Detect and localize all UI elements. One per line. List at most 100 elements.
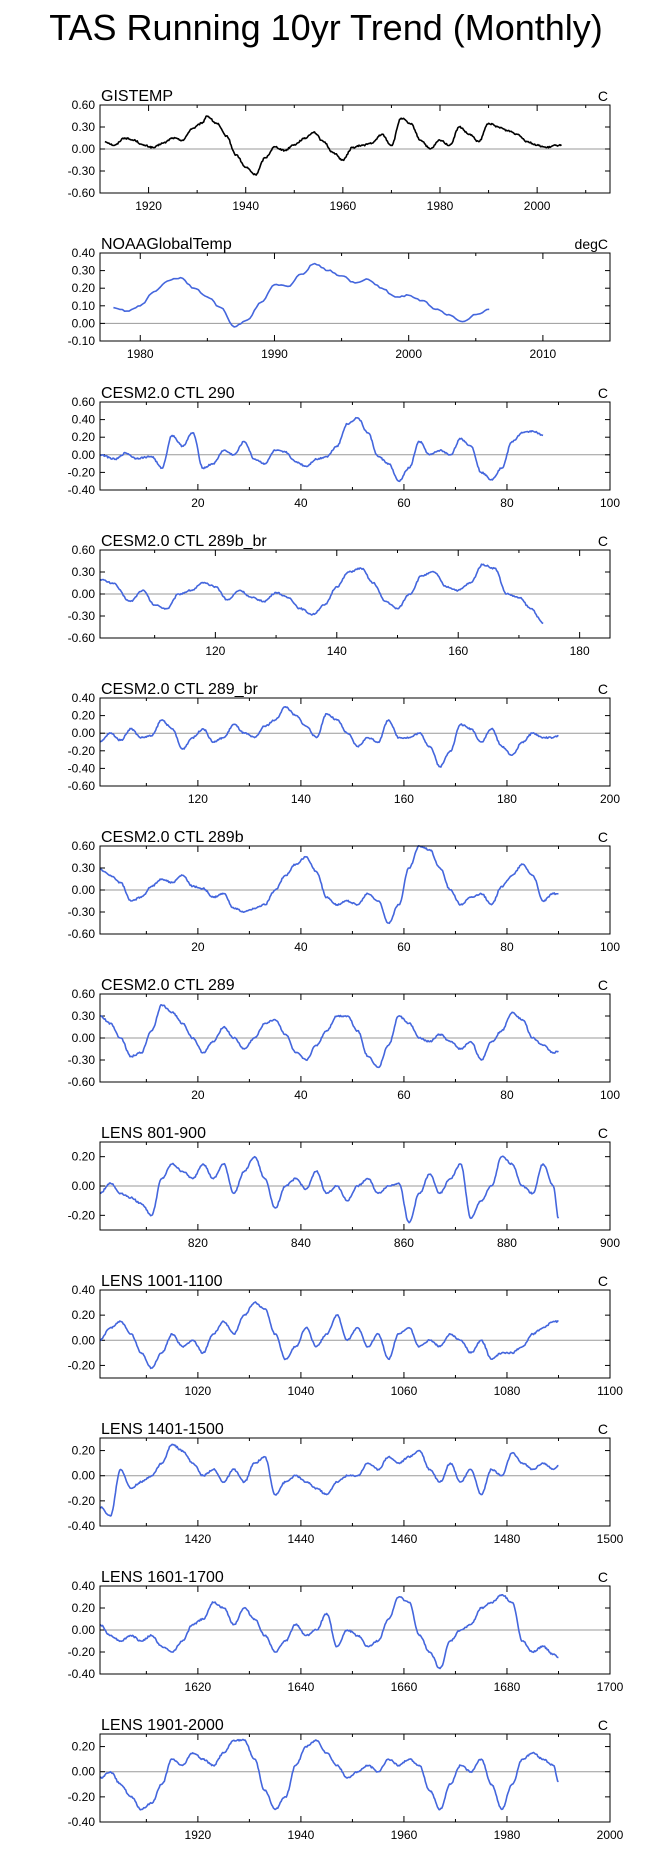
y-tick-label: -0.40 [68,1815,96,1829]
y-tick-label: 0.00 [72,316,96,330]
x-tick-label: 820 [188,1236,208,1250]
x-tick-label: 140 [291,792,311,806]
chart-panel-6: CESM2.0 CTL 289b C -0.60 -0.30 0.00 0.30 0.60 2… [68,829,621,954]
panel-title: CESM2.0 CTL 289b [101,829,244,846]
chart-panel-8: LENS 801-900 C -0.20 0.00 0.20 820 840 860 880 90… [68,1125,621,1250]
x-tick-label: 1620 [185,1680,212,1694]
x-tick-label: 1060 [391,1384,418,1398]
y-tick-label: 0.00 [72,726,96,740]
y-tick-label: 0.40 [72,246,96,260]
y-tick-label: -0.30 [68,905,96,919]
units-label: C [598,1569,608,1585]
x-tick-label: 2000 [524,199,551,213]
y-tick-label: 0.20 [72,1308,96,1322]
x-tick-label: 100 [600,940,620,954]
y-tick-label: 0.40 [72,413,96,427]
x-tick-label: 180 [497,792,517,806]
y-tick-label: 0.00 [72,587,96,601]
y-tick-label: -0.60 [68,779,96,793]
panel-title: LENS 801-900 [101,1125,206,1142]
series-line [99,416,544,483]
x-tick-label: 20 [191,496,205,510]
units-label: C [598,829,608,845]
plot-frame [99,1437,611,1527]
y-tick-label: -0.40 [68,1519,96,1533]
panel-title: NOAAGlobalTemp [101,236,232,253]
panel-title: GISTEMP [101,88,173,105]
units-label: C [598,1125,608,1141]
x-tick-label: 160 [394,792,414,806]
y-tick-label: 0.40 [72,1579,96,1593]
plot-frame [99,252,611,342]
y-tick-label: 0.30 [72,1009,96,1023]
y-tick-label: 0.30 [72,120,96,134]
x-tick-label: 1980 [127,347,154,361]
series-line [99,706,559,768]
x-tick-label: 1440 [288,1532,315,1546]
x-tick-label: 1940 [232,199,259,213]
y-tick-label: -0.60 [68,631,96,645]
chart-panel-9: LENS 1001-1100 C -0.20 0.00 0.20 0.40 1020 1040… [68,1273,624,1398]
x-tick-label: 840 [291,1236,311,1250]
y-tick-label: -0.30 [68,1053,96,1067]
y-tick-label: -0.40 [68,1667,96,1681]
x-tick-label: 1920 [185,1828,212,1842]
x-tick-label: 2000 [395,347,422,361]
y-tick-label: 0.20 [72,1601,96,1615]
x-tick-label: 60 [397,496,411,510]
x-tick-label: 1040 [288,1384,315,1398]
y-tick-label: 0.20 [72,430,96,444]
y-tick-label: 0.00 [72,883,96,897]
x-tick-label: 200 [600,792,620,806]
plot-frame [99,1733,611,1823]
x-tick-label: 1700 [597,1680,624,1694]
chart-panel-1: GISTEMP C -0.60 -0.30 0.00 0.30 0.60 1920 1940 19… [68,88,611,213]
x-tick-label: 80 [500,940,514,954]
plot-frame [99,1141,611,1231]
y-tick-label: -0.30 [68,164,96,178]
chart-panel-3: CESM2.0 CTL 290 C -0.40 -0.20 0.00 0.20 0.40 0.… [68,385,621,510]
y-tick-label: 0.00 [72,1469,96,1483]
x-tick-label: 1660 [391,1680,418,1694]
x-tick-label: 100 [600,1088,620,1102]
y-tick-label: 0.20 [72,1444,96,1458]
series-line [99,1738,559,1811]
panel-title: LENS 1601-1700 [101,1569,224,1586]
x-tick-label: 1920 [135,199,162,213]
x-tick-label: 1460 [391,1532,418,1546]
y-tick-label: 0.00 [72,448,96,462]
y-tick-label: 0.00 [72,142,96,156]
y-tick-label: 0.30 [72,264,96,278]
series-line [99,1594,559,1670]
y-tick-label: 0.60 [72,395,96,409]
plot-frame [99,697,611,787]
plot-frame [99,401,611,491]
x-tick-label: 1960 [330,199,357,213]
y-tick-label: 0.20 [72,281,96,295]
y-tick-label: -0.40 [68,483,96,497]
units-label: C [598,385,608,401]
x-tick-label: 40 [294,940,308,954]
series-line [99,1443,559,1517]
chart-panel-5: CESM2.0 CTL 289_br C -0.60 -0.40 -0.20 0.00 0.… [68,681,621,806]
x-tick-label: 1680 [494,1680,521,1694]
x-tick-label: 160 [448,644,468,658]
chart-panel-10: LENS 1401-1500 C -0.40 -0.20 0.00 0.20 1420 144… [68,1421,624,1546]
x-tick-label: 80 [500,496,514,510]
y-tick-label: 0.20 [72,1150,96,1164]
x-tick-label: 2010 [530,347,557,361]
panel-title: LENS 1901-2000 [101,1717,224,1734]
y-tick-label: 0.10 [72,299,96,313]
plot-frame [99,549,611,639]
y-tick-label: -0.10 [68,334,96,348]
x-tick-label: 1100 [597,1384,623,1398]
units-label: C [598,681,608,697]
units-label: C [598,533,608,549]
x-tick-label: 20 [191,940,205,954]
panel-title: CESM2.0 CTL 289_br [101,681,258,698]
panel-title: CESM2.0 CTL 290 [101,385,235,402]
x-tick-label: 60 [397,940,411,954]
x-tick-label: 40 [294,1088,308,1102]
units-label: C [598,1717,608,1733]
x-tick-label: 100 [600,496,620,510]
